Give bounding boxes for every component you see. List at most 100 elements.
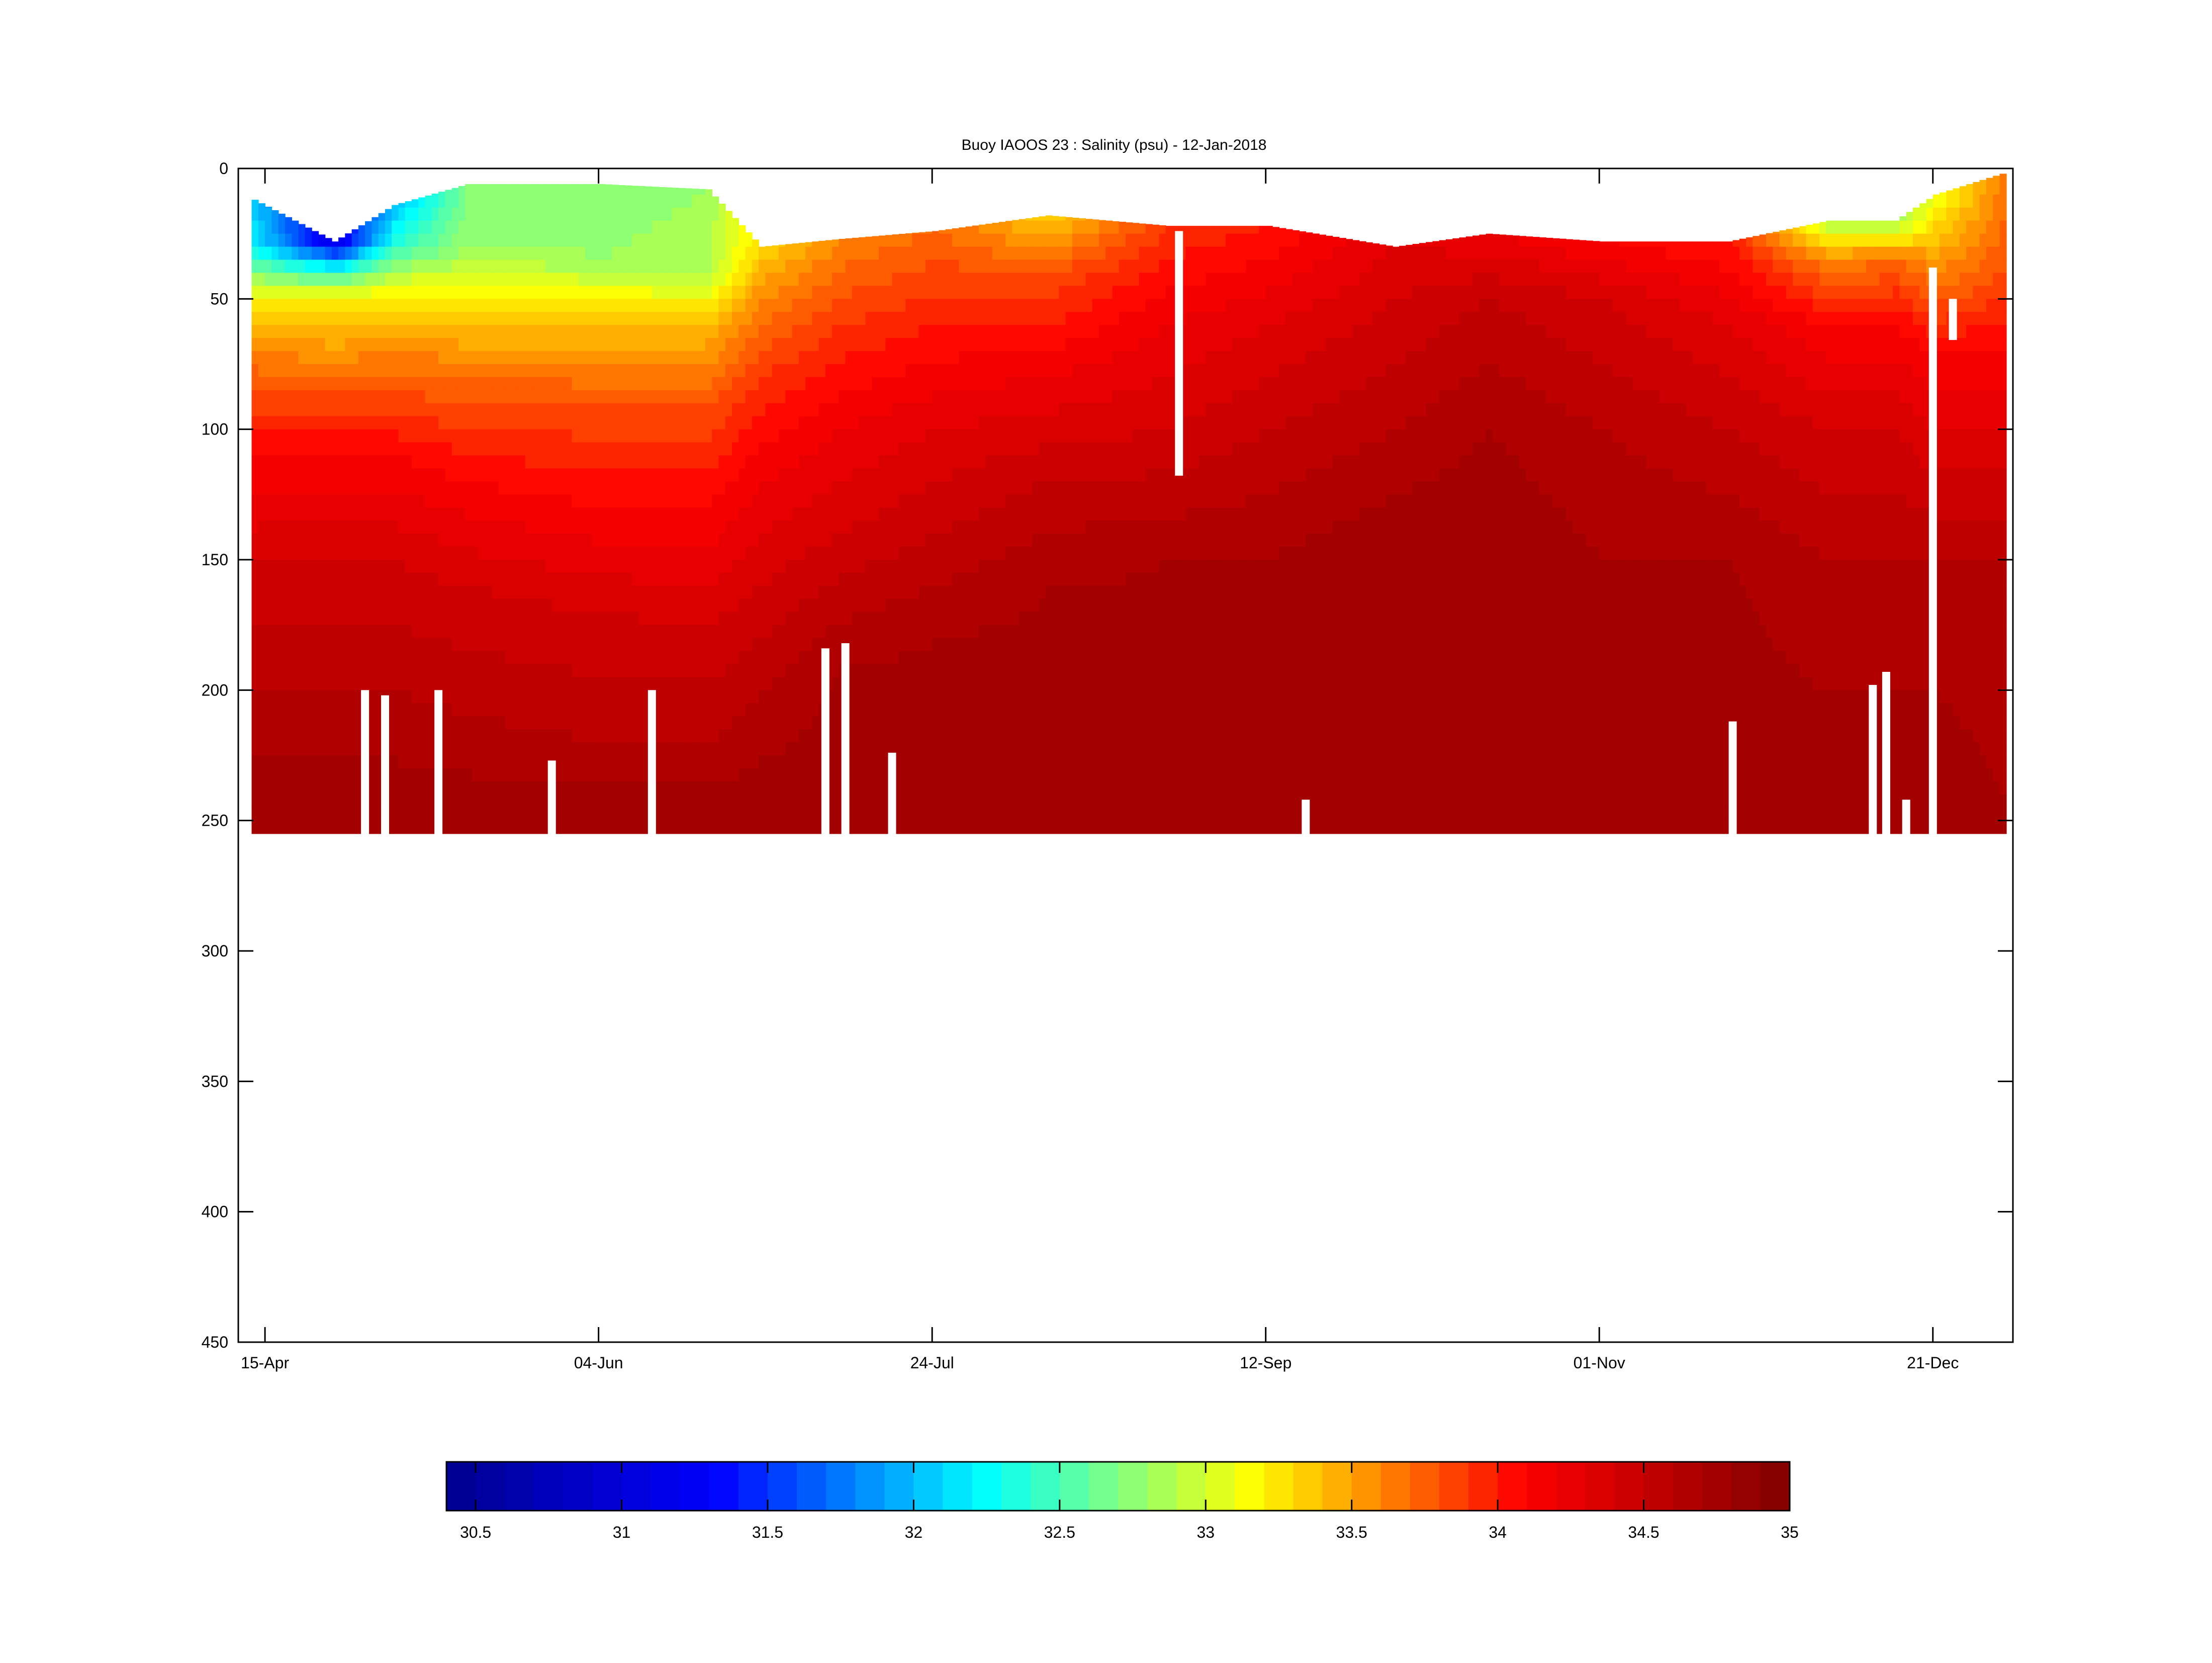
heatmap-cell [331,246,339,260]
heatmap-cell [885,455,893,469]
heatmap-cell [638,299,646,312]
heatmap-cell [265,534,272,547]
heatmap-cell [351,273,359,287]
heatmap-cell [625,703,632,717]
heatmap-cell [325,547,332,560]
heatmap-cell [572,572,579,586]
heatmap-cell [378,416,386,430]
heatmap-cell [678,547,686,560]
heatmap-cell [405,547,412,560]
heatmap-cell [772,494,779,508]
heatmap-cell [745,233,753,247]
heatmap-cell [498,598,506,612]
heatmap-cell [538,507,546,521]
heatmap-cell [885,572,893,586]
heatmap-cell [505,207,512,221]
heatmap-cell [918,520,926,534]
heatmap-cell [659,716,666,730]
heatmap-cell [632,807,639,821]
heatmap-cell [759,325,766,338]
heatmap-cell [685,638,693,652]
heatmap-cell [739,494,746,508]
heatmap-cell [331,241,339,247]
heatmap-cell [918,325,926,338]
heatmap-cell [732,585,740,599]
heatmap-cell [431,377,439,391]
heatmap-cell [271,210,279,221]
heatmap-cell [331,768,339,782]
heatmap-cell [665,390,673,404]
heatmap-cell [725,807,732,821]
heatmap-cell [718,481,726,495]
heatmap-cell [812,468,819,482]
heatmap-cell [385,351,393,365]
heatmap-cell [525,572,532,586]
heatmap-cell [759,286,766,300]
heatmap-cell [745,703,753,717]
heatmap-cell [798,507,806,521]
heatmap-cell [705,481,712,495]
heatmap-cell [618,560,626,573]
heatmap-cell [271,220,279,234]
heatmap-cell [665,820,673,834]
heatmap-cell [258,638,265,652]
heatmap-cell [392,755,399,769]
heatmap-cell [872,246,879,260]
heatmap-cell [598,273,606,287]
heatmap-cell [451,638,459,652]
heatmap-cell [765,364,773,378]
heatmap-cell [772,547,779,560]
heatmap-cell [612,638,619,652]
heatmap-cell [625,481,632,495]
heatmap-cell [498,377,506,391]
heatmap-cell [698,677,706,691]
heatmap-cell [712,651,719,665]
heatmap-cell [425,625,432,639]
heatmap-cell [859,390,866,404]
heatmap-cell [739,598,746,612]
heatmap-cell [845,312,853,325]
heatmap-cell [618,312,626,325]
heatmap-cell [345,664,352,678]
heatmap-cell [285,338,292,352]
heatmap-cell [472,273,479,287]
heatmap-cell [331,351,339,365]
heatmap-cell [739,703,746,717]
heatmap-cell [578,768,586,782]
heatmap-cell [585,585,593,599]
heatmap-cell [478,768,486,782]
heatmap-cell [812,729,819,743]
heatmap-cell [745,364,753,378]
heatmap-cell [405,794,412,808]
heatmap-cell [718,377,726,391]
heatmap-cell [338,638,346,652]
heatmap-cell [512,325,519,338]
heatmap-cell [278,429,286,443]
heatmap-cell [465,364,473,378]
heatmap-cell [485,273,493,287]
heatmap-cell [845,403,853,417]
heatmap-cell [318,598,326,612]
heatmap-cell [512,246,519,260]
heatmap-cell [251,768,259,782]
heatmap-cell [531,664,539,678]
heatmap-cell [645,507,653,521]
heatmap-cell [765,377,773,391]
heatmap-cell [325,468,332,482]
heatmap-cell [258,690,265,704]
heatmap-cell [451,259,459,274]
heatmap-cell [792,351,799,365]
heatmap-cell [659,233,666,247]
heatmap-cell [505,677,512,691]
heatmap-cell [271,481,279,495]
heatmap-cell [872,299,879,312]
heatmap-cell [785,494,793,508]
heatmap-cell [772,416,779,430]
heatmap-cell [592,572,599,586]
heatmap-cell [872,236,879,247]
heatmap-cell [645,442,653,456]
heatmap-cell [672,598,679,612]
heatmap-cell [718,807,726,821]
heatmap-cell [365,259,373,274]
heatmap-cell [425,286,432,300]
